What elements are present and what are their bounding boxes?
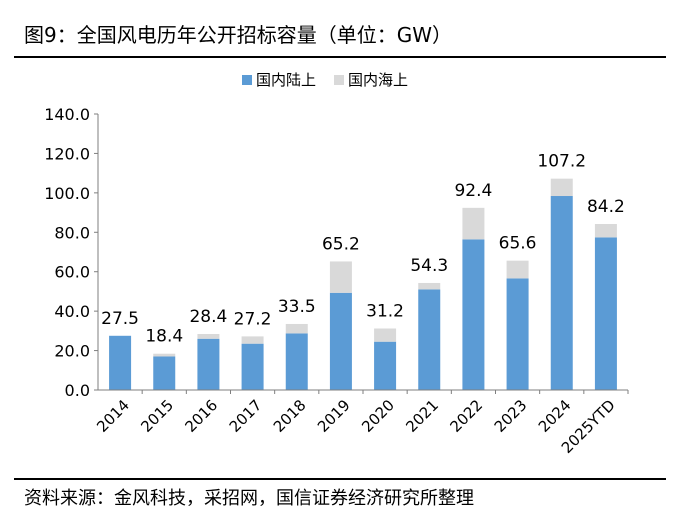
bar-offshore [462, 207, 485, 240]
data-label: 65.6 [499, 234, 537, 254]
data-label: 54.3 [410, 256, 448, 276]
chart-title: 图9：全国风电历年公开招标容量（单位：GW） [24, 23, 452, 47]
legend-label-onshore: 国内陆上 [256, 71, 316, 89]
bar-onshore [418, 289, 441, 390]
y-tick-label: 20.0 [54, 342, 90, 361]
data-label: 27.5 [101, 309, 139, 329]
data-label: 28.4 [189, 307, 227, 327]
data-label: 31.2 [366, 301, 404, 321]
bar-offshore [241, 336, 264, 344]
y-tick-label: 80.0 [54, 223, 90, 242]
bar-onshore [153, 356, 176, 390]
bar-onshore [285, 333, 308, 390]
data-label: 27.2 [234, 309, 272, 329]
x-tick-label: 2016 [182, 396, 222, 436]
bar-onshore [462, 239, 485, 390]
bar-onshore [329, 292, 352, 390]
bar-offshore [506, 260, 529, 279]
x-axis: 2014 2015 2016 2017 2018 2019 2020 2021 2022 2023… [93, 389, 629, 457]
y-tick-label: 120.0 [44, 144, 90, 163]
y-tick-label: 140.0 [44, 105, 90, 124]
bar-offshore [594, 224, 617, 238]
x-tick-label: 2018 [270, 396, 310, 436]
legend-swatch-onshore [242, 75, 252, 85]
bar-offshore [374, 328, 397, 342]
y-tick-label: 100.0 [44, 184, 90, 203]
x-tick-label: 2017 [226, 396, 266, 436]
x-tick-label: 2015 [137, 396, 177, 436]
data-label: 92.4 [454, 181, 492, 201]
y-tick-label: 40.0 [54, 302, 90, 321]
bar-offshore [550, 178, 573, 197]
data-label: 107.2 [537, 152, 586, 172]
bar-offshore [153, 353, 176, 357]
x-tick-label: 2022 [447, 396, 487, 436]
y-tick-label: 60.0 [54, 263, 90, 282]
bar-onshore [109, 335, 132, 390]
data-label: 84.2 [587, 197, 625, 217]
x-tick-label: 2014 [93, 396, 133, 436]
bar-onshore [594, 237, 617, 390]
bar-onshore [197, 338, 220, 390]
y-tick-label: 0.0 [65, 381, 90, 400]
source-note: 资料来源：金风科技，采招网，国信证券经济研究所整理 [24, 488, 474, 509]
data-label: 65.2 [322, 234, 360, 254]
bottom-rule [14, 478, 666, 480]
y-axis: 0.0 20.0 40.0 60.0 80.0 100.0 120.0 140.0 [44, 105, 99, 400]
legend-swatch-offshore [334, 75, 344, 85]
data-label: 18.4 [145, 327, 183, 347]
x-tick-label: 2023 [491, 396, 531, 436]
bar-offshore [329, 261, 352, 293]
bar-onshore [550, 196, 573, 390]
bar-offshore [285, 323, 308, 334]
bar-onshore [506, 278, 529, 390]
x-tick-label: 2020 [358, 396, 398, 436]
x-tick-label: 2019 [314, 396, 354, 436]
legend: 国内陆上 国内海上 [242, 71, 408, 89]
top-rule [14, 56, 666, 58]
x-tick-label: 2024 [535, 396, 575, 436]
x-tick-label: 2021 [402, 396, 442, 436]
bars: 27.5 18.4 28.4 27.2 33.5 65.2 31.2 54.3 92.4 65.6… [101, 152, 625, 390]
bar-offshore [197, 334, 220, 339]
bar-onshore [374, 341, 397, 390]
bar-offshore [418, 282, 441, 290]
legend-label-offshore: 国内海上 [348, 71, 408, 89]
bar-onshore [241, 343, 264, 390]
data-label: 33.5 [278, 297, 316, 317]
